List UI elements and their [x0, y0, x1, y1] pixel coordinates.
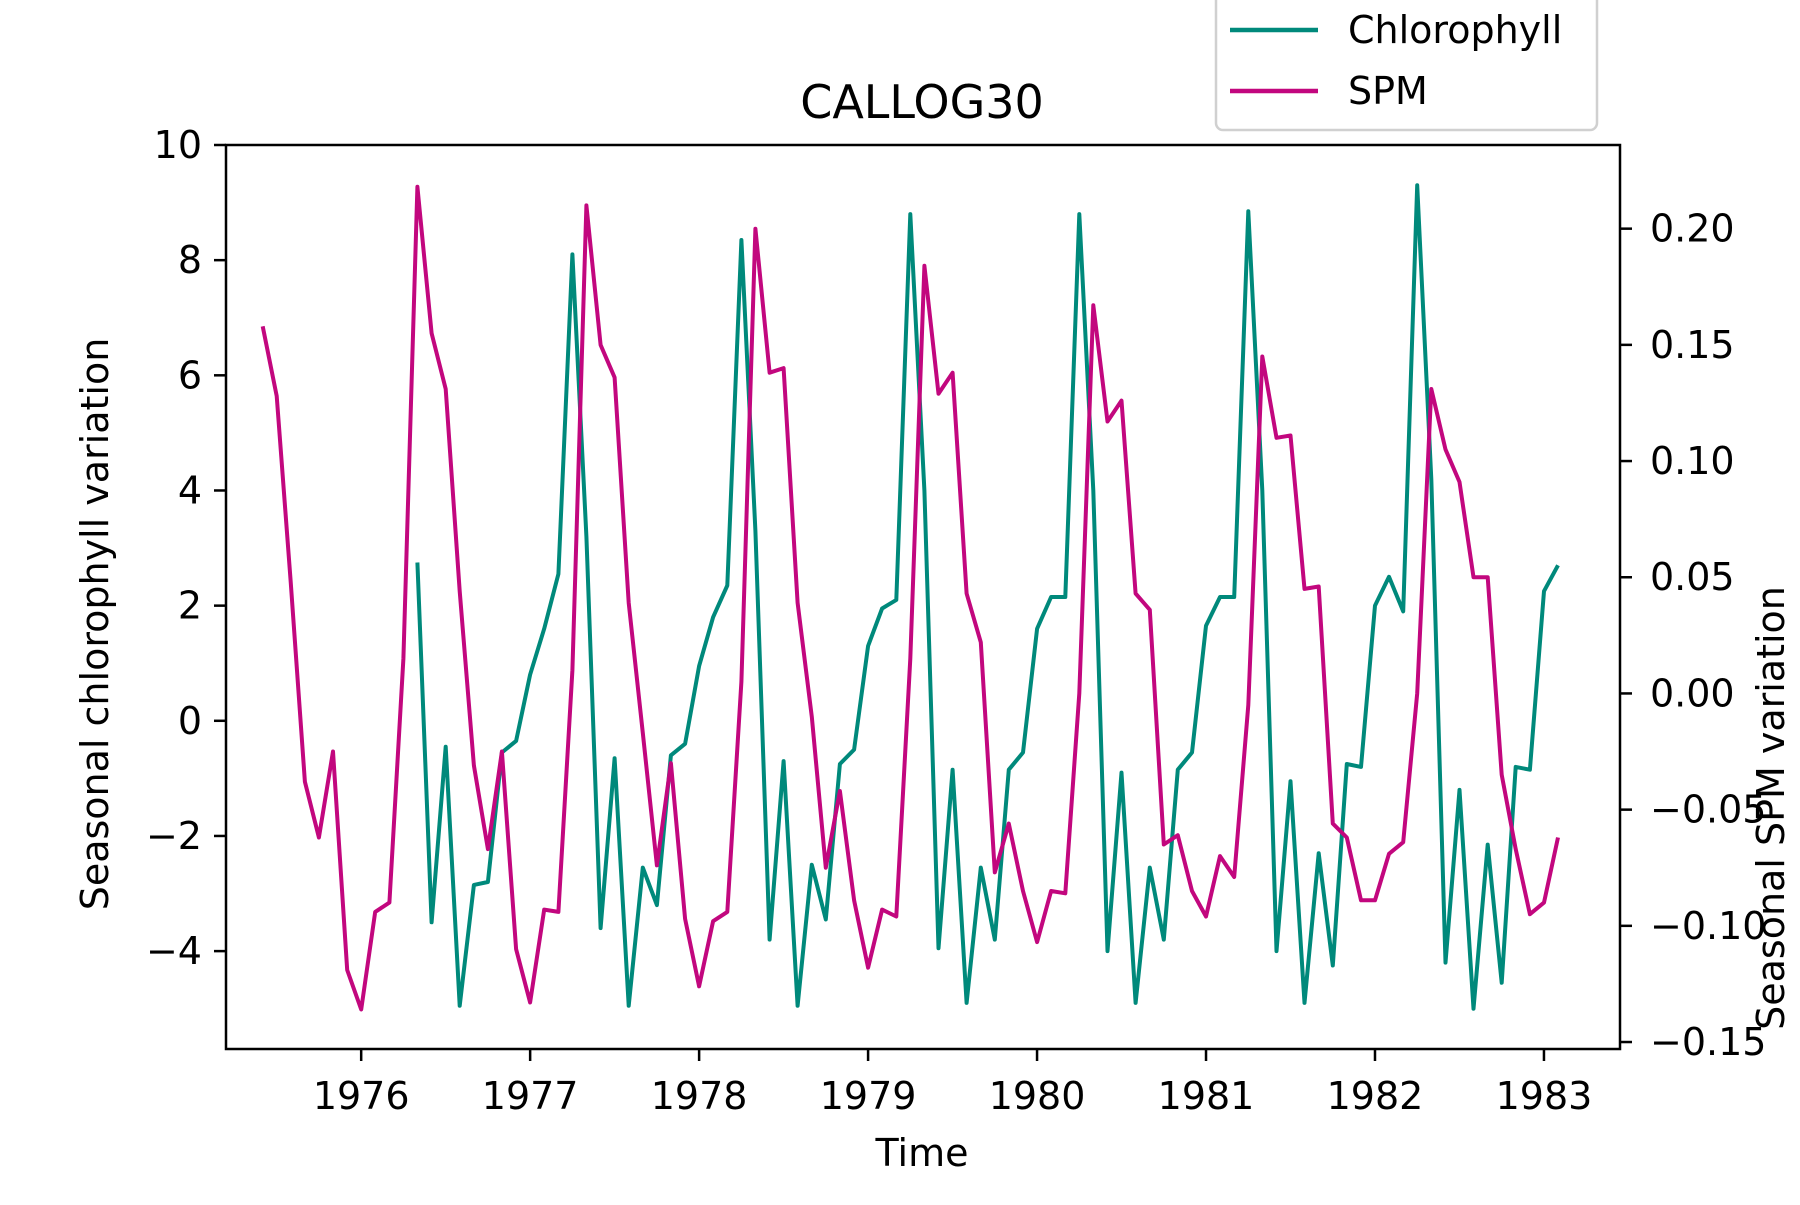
y-left-tick-label: 2 — [178, 584, 202, 628]
y-right-tick-label: 0.00 — [1650, 671, 1735, 715]
y-right-tick-label: 0.10 — [1650, 439, 1735, 483]
x-axis-label: Time — [875, 1131, 969, 1175]
legend-box — [1214, 0, 1599, 132]
y-right-tick-label: −0.15 — [1650, 1020, 1766, 1064]
y-left-tick-label: 0 — [178, 699, 202, 743]
x-tick-label: 1983 — [1496, 1074, 1593, 1118]
chart-title: CALLOG30 — [800, 75, 1044, 129]
x-tick-label: 1981 — [1158, 1074, 1255, 1118]
y-right-tick-label: −0.05 — [1650, 788, 1766, 832]
y-left-tick-label: 10 — [154, 123, 202, 167]
y-right-tick-label: −0.10 — [1650, 904, 1766, 948]
y-axis-label-right: Seasonal SPM variation — [1749, 586, 1793, 1030]
y-left-tick-label: −2 — [146, 814, 202, 858]
y-left-tick-label: 6 — [178, 353, 202, 397]
x-tick-label: 1978 — [651, 1074, 748, 1118]
x-tick-label: 1976 — [313, 1074, 410, 1118]
y-axis-label-left: Seasonal chlorophyll variation — [73, 338, 117, 911]
x-tick-label: 1977 — [482, 1074, 579, 1118]
y-left-tick-label: −4 — [146, 929, 202, 973]
legend-label-spm: SPM — [1348, 69, 1428, 113]
series-layer — [260, 183, 1560, 1012]
legend: Chlorophyll SPM — [1214, 0, 1599, 132]
x-tick-label: 1980 — [989, 1074, 1086, 1118]
axes-layer: 1976 1977 1978 1979 1980 1981 1982 1983 −4 −2 0 2 4 6… — [146, 123, 1766, 1118]
y-right-tick-label: 0.05 — [1650, 555, 1735, 599]
y-left-tick-label: 8 — [178, 238, 202, 282]
y-right-tick-label: 0.20 — [1650, 207, 1735, 251]
plot-frame — [224, 143, 1622, 1051]
y-left-tick-label: 4 — [178, 468, 202, 512]
y-right-tick-label: 0.15 — [1650, 323, 1735, 367]
legend-label-chlorophyll: Chlorophyll — [1348, 8, 1562, 52]
x-tick-label: 1982 — [1327, 1074, 1424, 1118]
x-tick-label: 1979 — [820, 1074, 917, 1118]
series-line-chlorophyll — [415, 183, 1560, 1011]
series-line-spm — [260, 184, 1560, 1012]
